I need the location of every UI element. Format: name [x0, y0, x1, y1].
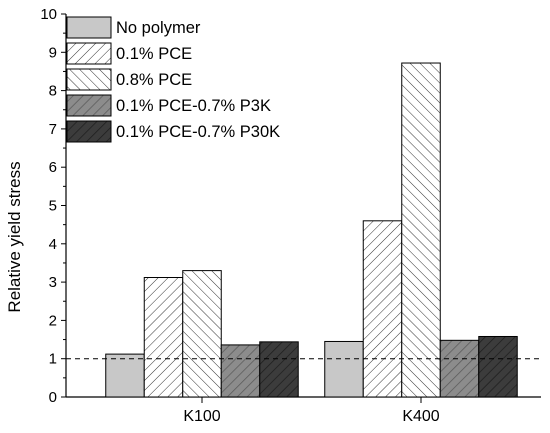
bar [143, 277, 184, 398]
legend: No polymer 0.1% PCE 0.8% PCE 0.1% PCE-0.7% … [66, 16, 280, 143]
legend-label: No polymer [116, 19, 201, 37]
bar [105, 353, 145, 398]
x-tick-label: K400 [402, 408, 439, 425]
legend-label: 0.1% PCE-0.7% P3K [116, 97, 271, 115]
legend-label: 0.1% PCE-0.7% P30K [116, 123, 280, 141]
y-tick-label: 2 [49, 312, 57, 329]
y-tick-label: 6 [49, 159, 57, 176]
legend-swatch [66, 68, 112, 91]
x-tick-label: K100 [183, 408, 220, 425]
y-tick-label: 3 [49, 274, 57, 291]
y-tick-label: 5 [49, 198, 57, 215]
bar [362, 220, 403, 398]
legend-swatch [66, 120, 112, 143]
y-tick-label: 9 [49, 44, 57, 61]
y-tick-label: 10 [40, 6, 57, 23]
y-tick-label: 8 [49, 83, 57, 100]
bar [401, 62, 441, 398]
bar [478, 335, 518, 398]
y-tick-label: 1 [49, 351, 57, 368]
legend-label: 0.1% PCE [116, 45, 192, 63]
plot-area: 0 1 2 3 4 5 6 7 8 9 10 K100 K400 [40, 6, 541, 425]
bar [182, 270, 222, 398]
bar [439, 339, 480, 398]
legend-swatch [66, 94, 112, 117]
legend-swatch [66, 42, 112, 65]
legend-swatch [66, 16, 112, 39]
bar [259, 341, 299, 398]
y-axis-title: Relative yield stress [5, 161, 24, 312]
y-tick-label: 7 [49, 121, 57, 138]
bar [324, 340, 364, 398]
y-tick-label: 4 [49, 236, 57, 253]
y-tick-label: 0 [49, 389, 57, 406]
bar [220, 344, 261, 398]
legend-label: 0.8% PCE [116, 71, 192, 89]
